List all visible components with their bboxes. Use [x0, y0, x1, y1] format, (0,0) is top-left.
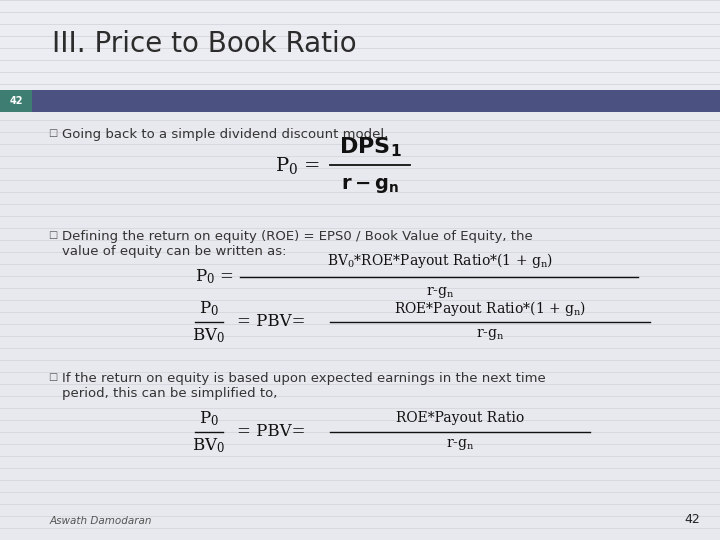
- Text: $\mathregular{BV_0}$*ROE*Payout Ratio*(1 + $\mathregular{g_n}$): $\mathregular{BV_0}$*ROE*Payout Ratio*(1…: [327, 252, 553, 271]
- Text: $\mathregular{BV_0}$: $\mathregular{BV_0}$: [192, 437, 225, 455]
- Text: = PBV=: = PBV=: [237, 423, 305, 441]
- FancyBboxPatch shape: [0, 0, 720, 90]
- Text: If the return on equity is based upon expected earnings in the next time
period,: If the return on equity is based upon ex…: [62, 372, 546, 400]
- Text: □: □: [48, 128, 58, 138]
- Text: ROE*Payout Ratio: ROE*Payout Ratio: [396, 411, 524, 425]
- Text: Aswath Damodaran: Aswath Damodaran: [50, 516, 153, 526]
- Text: r-$\mathregular{g_n}$: r-$\mathregular{g_n}$: [446, 437, 474, 453]
- Text: □: □: [48, 230, 58, 240]
- Text: r-$\mathregular{g_n}$: r-$\mathregular{g_n}$: [476, 327, 504, 342]
- Text: $\mathregular{BV_0}$: $\mathregular{BV_0}$: [192, 327, 225, 346]
- Text: 42: 42: [684, 513, 700, 526]
- Text: $\mathregular{P_0}$: $\mathregular{P_0}$: [199, 410, 219, 428]
- FancyBboxPatch shape: [0, 90, 32, 112]
- Text: $\mathregular{P_0}$ =: $\mathregular{P_0}$ =: [195, 268, 233, 286]
- Text: r-$\mathregular{g_n}$: r-$\mathregular{g_n}$: [426, 285, 454, 300]
- Text: $\mathregular{P_0}$: $\mathregular{P_0}$: [199, 300, 219, 319]
- FancyBboxPatch shape: [0, 112, 720, 540]
- Text: Defining the return on equity (ROE) = EPS0 / Book Value of Equity, the
value of : Defining the return on equity (ROE) = EP…: [62, 230, 533, 258]
- Text: III. Price to Book Ratio: III. Price to Book Ratio: [52, 30, 356, 58]
- Text: Going back to a simple dividend discount model,: Going back to a simple dividend discount…: [62, 128, 388, 141]
- Text: $\mathbf{DPS_1}$: $\mathbf{DPS_1}$: [338, 135, 401, 159]
- Text: $\mathbf{r-g_n}$: $\mathbf{r-g_n}$: [341, 175, 399, 195]
- FancyBboxPatch shape: [0, 90, 720, 112]
- Text: □: □: [48, 372, 58, 382]
- Text: 42: 42: [9, 96, 23, 106]
- Text: ROE*Payout Ratio*(1 + $\mathregular{g_n}$): ROE*Payout Ratio*(1 + $\mathregular{g_n}…: [394, 299, 586, 318]
- Text: = PBV=: = PBV=: [237, 314, 305, 330]
- Text: $\mathregular{P_0}$ =: $\mathregular{P_0}$ =: [275, 154, 320, 176]
